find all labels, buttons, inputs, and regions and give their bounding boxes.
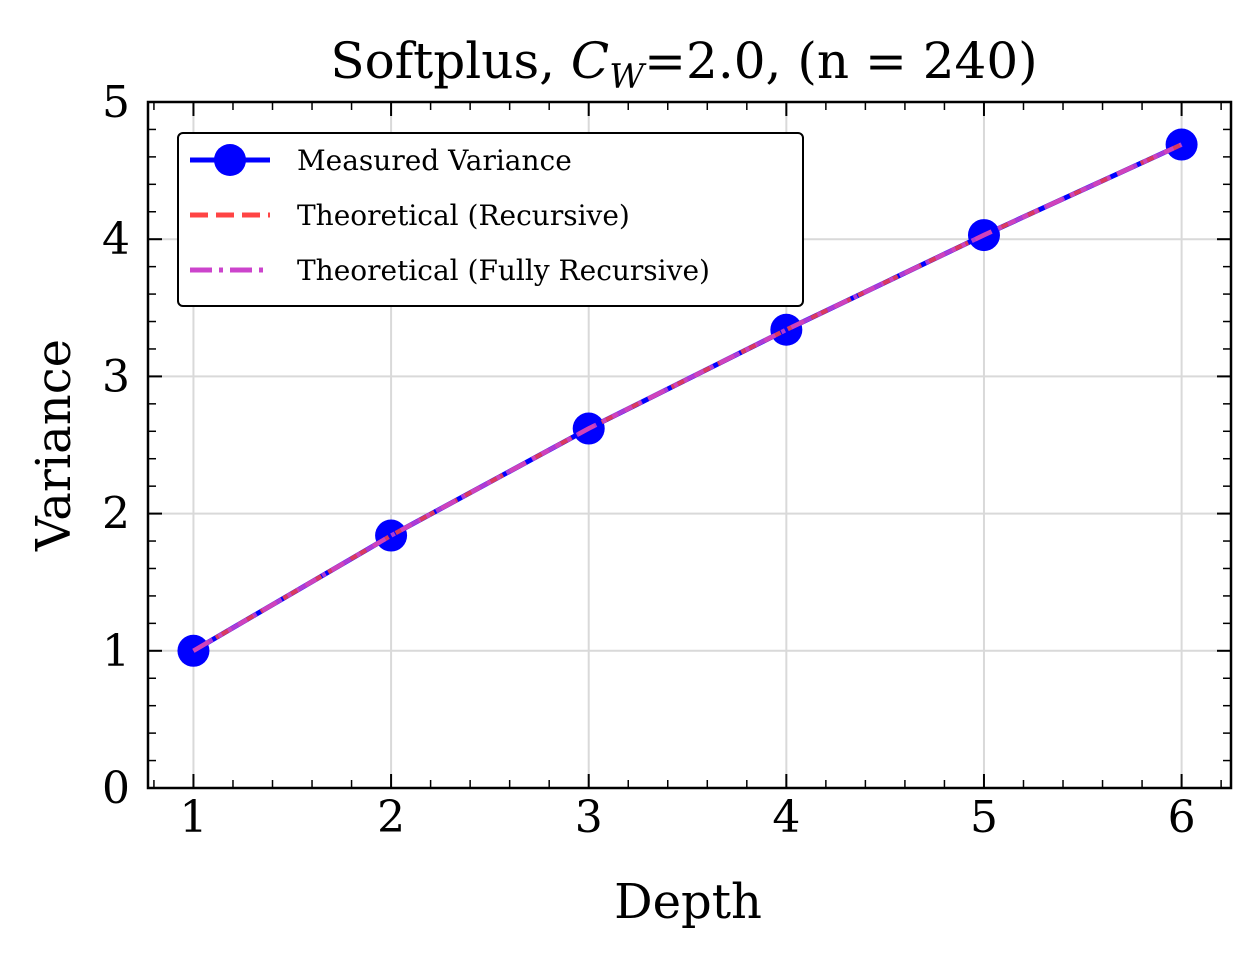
- data-point: [375, 519, 408, 552]
- legend-frame: [177, 132, 804, 307]
- title-prefix: Softplus,: [330, 32, 571, 90]
- data-point: [770, 313, 803, 346]
- x-tick-label: 6: [1168, 792, 1196, 843]
- title-suffix: =2.0, (n = 240): [644, 32, 1038, 90]
- x-tick-label: 3: [575, 792, 603, 843]
- x-tick-label: 5: [970, 792, 998, 843]
- x-tick-label: 4: [772, 792, 800, 843]
- series-line-3: [192, 142, 1183, 653]
- x-tick-label: 1: [179, 792, 207, 843]
- legend-label-measured: Measured Variance: [297, 144, 572, 177]
- y-tick-label: 5: [102, 77, 130, 128]
- x-axis-label: Depth: [614, 874, 762, 930]
- legend-label-recursive: Theoretical (Recursive): [297, 199, 630, 232]
- title-subscript: W: [609, 57, 647, 97]
- y-tick-label: 4: [102, 214, 130, 265]
- y-axis-label: Variance: [26, 339, 82, 552]
- legend: Measured Variance Theoretical (Recursive…: [177, 132, 804, 307]
- y-tick-label: 3: [102, 351, 130, 402]
- legend-label-fully-recursive: Theoretical (Fully Recursive): [297, 254, 710, 287]
- y-tick-label: 1: [102, 626, 130, 677]
- x-tick-label: 2: [377, 792, 405, 843]
- chart-title: Softplus, CW=2.0, (n = 240): [330, 32, 1037, 97]
- y-tick-label: 0: [102, 763, 130, 814]
- title-symbol: C: [571, 32, 609, 90]
- plot-frame: [146, 100, 1233, 790]
- legend-marker-measured: [214, 144, 246, 176]
- plot-series: [177, 128, 1198, 667]
- y-tick-label: 2: [102, 489, 130, 540]
